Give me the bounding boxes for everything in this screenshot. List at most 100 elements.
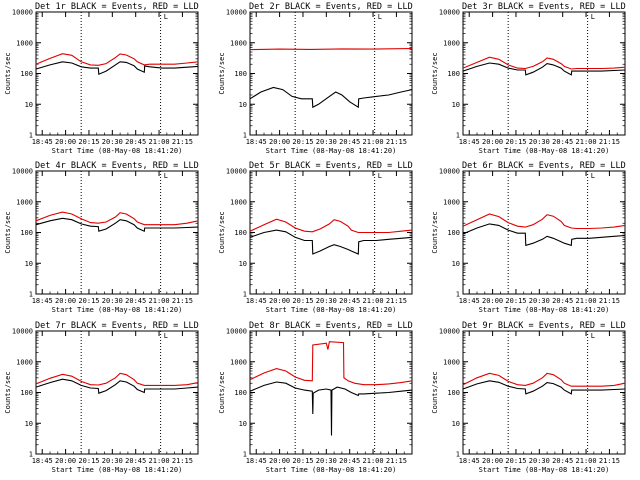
lld-series-line [462, 372, 626, 387]
x-tick-label: 20:30 [529, 297, 550, 305]
x-tick-label: 21:00 [149, 138, 170, 146]
plot-frame [462, 330, 626, 455]
y-tick-label: 1 [243, 132, 247, 140]
y-tick-label: 10 [452, 260, 460, 268]
y-axis-label: Counts/sec [431, 52, 439, 94]
x-tick-label: 20:30 [316, 297, 337, 305]
x-tick-label: 18:45 [32, 138, 53, 146]
x-axis-label: Start Time (08-May-08 18:41:20) [52, 466, 183, 474]
y-axis-label: Counts/sec [218, 211, 226, 253]
lld-series-line [249, 218, 413, 234]
y-tick-label: 100 [447, 229, 460, 237]
x-tick-label: 20:00 [55, 297, 76, 305]
x-tick-label: 21:00 [576, 138, 597, 146]
y-tick-label: 10 [452, 420, 460, 428]
time-marker-label: L [591, 172, 595, 180]
x-tick-label: 18:45 [246, 457, 267, 465]
time-marker-label: L [378, 172, 382, 180]
lld-series-line [462, 56, 626, 70]
x-tick-label: 21:15 [172, 138, 193, 146]
panel-title: Det 7r BLACK = Events, RED = LLD [35, 321, 199, 331]
y-tick-label: 10000 [226, 168, 247, 176]
panel-title: Det 5r BLACK = Events, RED = LLD [249, 161, 413, 171]
y-tick-label: 1 [456, 291, 460, 299]
y-tick-label: 1 [29, 291, 33, 299]
x-tick-label: 18:45 [459, 138, 480, 146]
y-tick-label: 100 [20, 389, 33, 397]
lld-series-line [35, 372, 199, 386]
x-axis-label: Start Time (08-May-08 18:41:20) [479, 306, 610, 314]
x-tick-label: 21:15 [386, 297, 407, 305]
detector-panel-2: Det 2r BLACK = Events, RED = LLD 1 10 100 10… [218, 2, 413, 155]
y-axis-label: Counts/sec [431, 371, 439, 413]
x-tick-label: 20:00 [55, 457, 76, 465]
events-series-line [35, 217, 199, 233]
events-series-line [249, 86, 413, 109]
x-tick-label: 18:45 [459, 297, 480, 305]
x-tick-label: 20:45 [339, 297, 360, 305]
x-tick-label: 21:00 [363, 457, 384, 465]
time-marker-label: L [164, 13, 168, 21]
y-axis-label: Counts/sec [218, 371, 226, 413]
time-marker-label: L [591, 13, 595, 21]
x-tick-label: 20:30 [316, 138, 337, 146]
y-tick-label: 10 [239, 420, 247, 428]
events-series-line [462, 380, 626, 395]
y-tick-label: 1 [29, 451, 33, 459]
x-tick-label: 18:45 [246, 297, 267, 305]
plot-frame [462, 11, 626, 136]
time-marker-label: L [164, 172, 168, 180]
events-series-line [35, 378, 199, 394]
time-marker-label: L [164, 332, 168, 340]
detector-panel-8: Det 8r BLACK = Events, RED = LLD 1 10 100 10… [218, 321, 413, 474]
y-axis-label: Counts/sec [4, 211, 12, 253]
y-tick-label: 10000 [12, 168, 33, 176]
y-tick-label: 1000 [16, 39, 33, 47]
x-tick-label: 18:45 [246, 138, 267, 146]
plot-frame [249, 11, 413, 136]
events-series-line [249, 381, 413, 436]
y-axis-label: Counts/sec [4, 371, 12, 413]
x-tick-label: 20:45 [125, 297, 146, 305]
events-series-line [462, 223, 626, 247]
y-tick-label: 10000 [439, 168, 460, 176]
x-tick-label: 20:00 [482, 138, 503, 146]
y-tick-label: 100 [20, 229, 33, 237]
plot-frame [35, 170, 199, 295]
panel-title: Det 6r BLACK = Events, RED = LLD [462, 161, 626, 171]
x-axis-label: Start Time (08-May-08 18:41:20) [52, 306, 183, 314]
x-tick-label: 20:15 [292, 138, 313, 146]
y-tick-label: 10000 [226, 328, 247, 336]
y-tick-label: 1 [29, 132, 33, 140]
y-tick-label: 10 [25, 260, 33, 268]
x-tick-label: 21:00 [363, 297, 384, 305]
x-axis-label: Start Time (08-May-08 18:41:20) [479, 466, 610, 474]
y-tick-label: 100 [234, 70, 247, 78]
detector-panel-4: Det 4r BLACK = Events, RED = LLD 1 10 100 10… [4, 161, 199, 314]
y-tick-label: 100 [447, 70, 460, 78]
x-tick-label: 20:30 [316, 457, 337, 465]
x-axis-label: Start Time (08-May-08 18:41:20) [266, 147, 397, 155]
x-tick-label: 21:15 [172, 457, 193, 465]
x-tick-label: 21:15 [599, 138, 620, 146]
y-tick-label: 1000 [443, 358, 460, 366]
x-tick-label: 20:30 [102, 297, 123, 305]
x-tick-label: 21:15 [599, 297, 620, 305]
y-tick-label: 100 [234, 229, 247, 237]
y-tick-label: 10000 [439, 9, 460, 17]
y-tick-label: 100 [234, 389, 247, 397]
x-axis-label: Start Time (08-May-08 18:41:20) [266, 306, 397, 314]
x-tick-label: 20:15 [505, 138, 526, 146]
y-tick-label: 10 [239, 260, 247, 268]
x-tick-label: 20:15 [292, 297, 313, 305]
time-marker-label: L [378, 332, 382, 340]
y-tick-label: 10 [452, 101, 460, 109]
x-tick-label: 20:45 [552, 138, 573, 146]
x-tick-label: 18:45 [32, 297, 53, 305]
plot-frame [35, 11, 199, 136]
x-tick-label: 21:15 [386, 457, 407, 465]
lld-series-line [35, 211, 199, 226]
x-tick-label: 20:45 [339, 457, 360, 465]
x-tick-label: 20:30 [529, 138, 550, 146]
x-tick-label: 21:00 [149, 457, 170, 465]
